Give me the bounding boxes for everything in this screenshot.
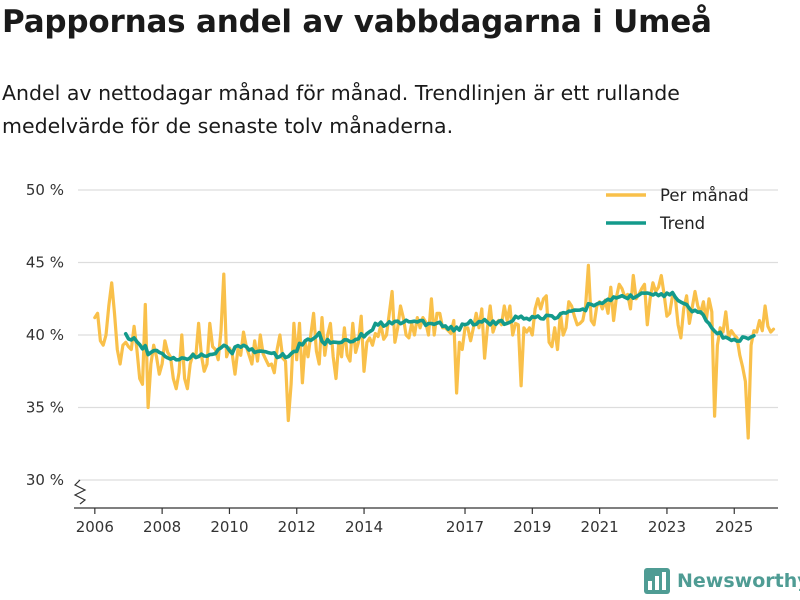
bar-chart-logo-icon: [644, 568, 670, 594]
x-tick-label: 2017: [446, 518, 484, 536]
x-tick-label: 2023: [648, 518, 686, 536]
y-tick-label: 35 %: [26, 399, 64, 417]
page-subtitle: Andel av nettodagar månad för månad. Tre…: [2, 81, 680, 138]
page-title: Pappornas andel av vabbdagarna i Umeå: [2, 4, 712, 40]
x-tick-label: 2019: [513, 518, 551, 536]
series-line-per-manad: [93, 263, 776, 440]
brand-logo: Newsworthy: [644, 568, 800, 594]
brand-name: Newsworthy: [677, 570, 800, 592]
x-tick-label: 2021: [581, 518, 619, 536]
x-tick-label: 2006: [76, 518, 114, 536]
y-tick-label: 50 %: [26, 181, 64, 199]
x-tick-label: 2025: [715, 518, 753, 536]
legend-label: Per månad: [660, 186, 749, 205]
legend: Per månad Trend: [606, 186, 749, 233]
axis-break-icon: [73, 479, 87, 505]
series-group: [93, 263, 776, 440]
x-tick-label: 2010: [210, 518, 248, 536]
y-axis: 30 % 35 % 40 % 45 % 50 %: [26, 181, 87, 505]
x-tick-label: 2014: [345, 518, 383, 536]
gridlines: [78, 189, 778, 481]
y-tick-label: 30 %: [26, 471, 64, 489]
y-tick-label: 40 %: [26, 326, 64, 344]
x-axis: 2006 2008 2010 2012 2014 2017 2019 2021 2023 2025: [74, 507, 778, 536]
legend-label: Trend: [659, 214, 705, 233]
x-tick-label: 2012: [278, 518, 316, 536]
series-line-trend: [123, 290, 756, 362]
y-tick-label: 45 %: [26, 254, 64, 272]
x-tick-label: 2008: [143, 518, 181, 536]
